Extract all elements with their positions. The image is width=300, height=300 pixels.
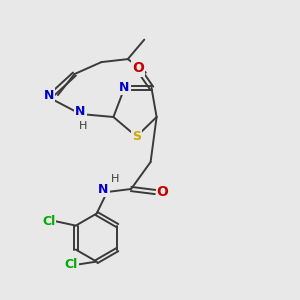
Text: N: N xyxy=(98,183,109,196)
Text: Cl: Cl xyxy=(64,258,78,271)
Text: H: H xyxy=(79,121,87,131)
Text: H: H xyxy=(111,173,120,184)
Text: S: S xyxy=(132,130,141,143)
Text: N: N xyxy=(44,88,54,102)
Text: O: O xyxy=(132,61,144,75)
Text: Cl: Cl xyxy=(42,214,56,228)
Text: O: O xyxy=(157,185,169,199)
Text: N: N xyxy=(75,105,85,118)
Text: N: N xyxy=(119,81,130,94)
